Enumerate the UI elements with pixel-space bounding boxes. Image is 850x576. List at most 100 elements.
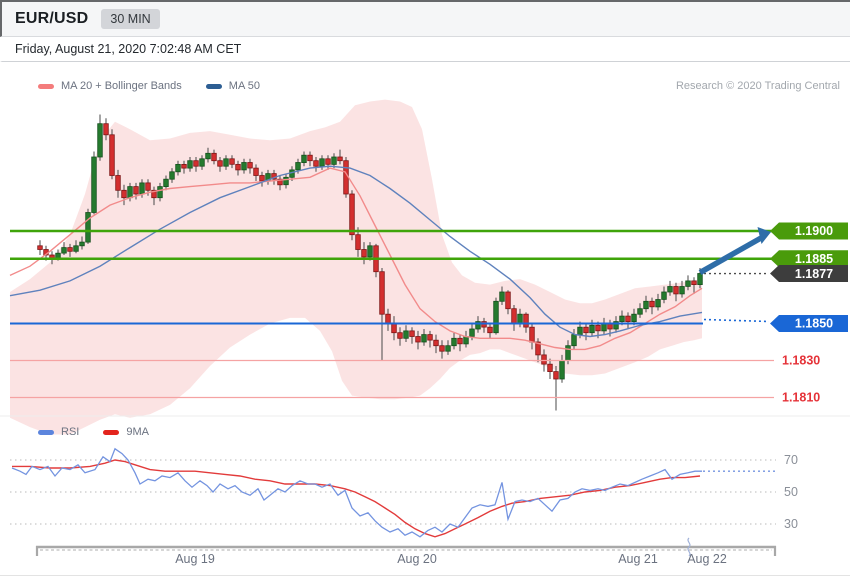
candle-bearish xyxy=(151,189,157,199)
candle-bullish xyxy=(169,171,175,180)
candle-bearish xyxy=(259,175,265,182)
candle-bearish xyxy=(691,280,697,285)
price-tag-1.1885 xyxy=(770,250,848,268)
candle-bullish xyxy=(667,286,673,293)
price-tag-label-1.1900: 1.1900 xyxy=(795,224,833,238)
candle-bearish xyxy=(595,324,601,332)
price-text-label-1.1810: 1.1810 xyxy=(782,391,820,405)
candle-bullish xyxy=(601,323,607,332)
candle-bullish xyxy=(517,313,523,324)
rsi-ma9-line xyxy=(12,459,701,538)
rsi-line xyxy=(11,447,702,538)
candle-bullish xyxy=(223,158,229,167)
ma20-legend-swatch-icon xyxy=(38,83,54,89)
candle-bullish xyxy=(475,321,481,330)
candle-bullish xyxy=(73,245,79,252)
candle-bearish xyxy=(379,271,385,315)
ma50-line xyxy=(9,165,703,338)
candle-bearish xyxy=(115,175,121,191)
candle-bearish xyxy=(325,158,331,165)
price-tag-label-1.1850: 1.1850 xyxy=(795,317,833,331)
candle-bearish xyxy=(547,363,553,373)
candle-bearish xyxy=(355,234,361,250)
candle-bearish xyxy=(415,336,421,343)
candle-bullish xyxy=(367,245,373,258)
x-axis-label-aug-21: Aug 21 xyxy=(618,552,658,566)
candle-bullish xyxy=(331,156,337,165)
candle-bearish xyxy=(553,371,559,380)
candle-bullish xyxy=(301,154,307,163)
candle-bullish xyxy=(283,176,289,186)
candle-bullish xyxy=(643,300,649,310)
candle-bullish xyxy=(139,182,145,195)
price-tag-1.1900 xyxy=(770,222,848,240)
candle-bearish xyxy=(541,354,547,365)
candle-bearish xyxy=(487,326,493,334)
symbol-title: EUR/USD xyxy=(15,10,89,27)
candle-bullish xyxy=(79,241,85,247)
candle-bearish xyxy=(439,345,445,352)
candle-bullish xyxy=(463,336,469,345)
candle-bullish xyxy=(559,360,565,380)
candle-bearish xyxy=(529,326,535,343)
ma50-legend-label: MA 50 xyxy=(228,80,260,92)
candle-bearish xyxy=(109,134,115,176)
candle-bearish xyxy=(349,193,355,236)
rsi-legend-swatch-icon xyxy=(38,429,54,435)
candle-bullish xyxy=(175,163,181,173)
candle-bullish xyxy=(571,334,577,347)
candle-bullish xyxy=(241,162,247,171)
candle-bearish xyxy=(505,291,511,310)
rsi-legend: RSI 9MA xyxy=(38,426,149,438)
candle-bearish xyxy=(133,186,139,195)
candle-bearish xyxy=(307,154,313,162)
price-text-label-1.1830: 1.1830 xyxy=(782,354,820,368)
rsi-grid-label-70: 70 xyxy=(784,453,798,467)
candle-bullish xyxy=(499,291,505,302)
timeframe-badge: 30 MIN xyxy=(101,9,160,29)
candle-bearish xyxy=(511,308,517,324)
candle-bearish xyxy=(535,341,541,356)
date-line: Friday, August 21, 2020 7:02:48 AM CET xyxy=(0,37,850,62)
x-axis-label-aug-19: Aug 19 xyxy=(175,552,215,566)
rsi-legend-label: RSI xyxy=(61,426,80,438)
candle-bearish xyxy=(397,332,403,339)
candle-bearish xyxy=(523,313,529,328)
candle-bullish xyxy=(163,178,169,187)
candle-bullish xyxy=(451,337,457,347)
candle-bullish xyxy=(295,162,301,171)
rsi-ma9-legend-label: 9MA xyxy=(126,426,149,438)
price-tag-label-1.1885: 1.1885 xyxy=(795,252,833,266)
candle-bullish xyxy=(493,300,499,334)
candle-bearish xyxy=(145,182,151,191)
candle-bearish xyxy=(409,330,415,337)
projection-arrow-shaft xyxy=(698,235,763,275)
candle-bearish xyxy=(625,315,631,323)
candle-bearish xyxy=(247,162,253,169)
candle-bearish xyxy=(427,334,433,341)
candle-bearish xyxy=(253,167,259,176)
candle-bullish xyxy=(619,315,625,323)
candle-bearish xyxy=(217,160,223,167)
candle-bearish xyxy=(37,245,43,250)
candle-bullish xyxy=(199,158,205,167)
candle-bearish xyxy=(433,339,439,347)
candle-bearish xyxy=(67,247,73,252)
candle-bullish xyxy=(637,308,643,315)
candle-bearish xyxy=(337,156,343,162)
candle-bullish xyxy=(589,324,595,334)
candle-bearish xyxy=(121,189,127,199)
candle-bullish xyxy=(319,158,325,167)
rsi-grid-label-50: 50 xyxy=(784,485,798,499)
candle-bearish xyxy=(649,300,655,308)
candle-bullish xyxy=(631,313,637,323)
candle-bearish xyxy=(673,286,679,295)
candle-bearish xyxy=(583,326,589,334)
candle-bullish xyxy=(679,286,685,295)
candle-bullish xyxy=(613,321,619,330)
candle-bullish xyxy=(91,156,97,213)
candle-bullish xyxy=(61,247,67,254)
candle-bullish xyxy=(157,186,163,199)
candle-bullish xyxy=(445,345,451,352)
